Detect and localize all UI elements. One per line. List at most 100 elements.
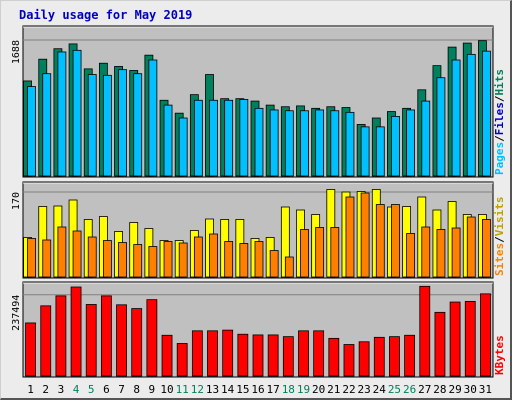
bar-files-day-24 <box>375 126 385 177</box>
bar-files-day-29 <box>451 59 461 177</box>
bar-kbytes-day-30 <box>464 300 476 377</box>
bar-sites-day-18 <box>284 256 294 278</box>
x-tick-label-day-14: 14 <box>221 383 235 396</box>
bar-kbytes-day-26 <box>404 334 416 377</box>
x-tick-label-day-30: 30 <box>464 383 477 396</box>
bar-files-day-4 <box>72 49 82 177</box>
x-tick-label-day-6: 6 <box>103 383 110 396</box>
bar-files-day-14 <box>224 99 234 177</box>
bar-kbytes-day-22 <box>343 344 355 377</box>
bar-sites-day-23 <box>360 192 370 278</box>
bar-kbytes-day-14 <box>222 329 234 377</box>
bar-kbytes-day-6 <box>100 295 112 377</box>
x-tick-label-day-24: 24 <box>373 383 387 396</box>
bar-kbytes-day-29 <box>449 301 461 377</box>
bar-files-day-28 <box>436 77 446 177</box>
x-tick-label-day-10: 10 <box>160 383 173 396</box>
bar-kbytes-day-11 <box>176 343 188 377</box>
bar-files-day-11 <box>178 117 188 177</box>
bar-files-day-26 <box>406 109 416 177</box>
bar-kbytes-day-4 <box>70 286 82 377</box>
x-tick-label-day-2: 2 <box>42 383 49 396</box>
x-tick-label-day-7: 7 <box>118 383 125 396</box>
bar-sites-day-5 <box>87 236 97 278</box>
bar-sites-day-22 <box>345 196 355 278</box>
bar-files-day-9 <box>148 59 158 177</box>
bar-files-day-6 <box>102 74 112 177</box>
bar-kbytes-day-16 <box>252 334 264 377</box>
bar-kbytes-day-23 <box>358 341 370 377</box>
x-tick-label-day-20: 20 <box>312 383 325 396</box>
bar-sites-day-11 <box>178 242 188 278</box>
bar-sites-day-1 <box>27 238 36 278</box>
bar-files-day-20 <box>315 109 325 177</box>
bar-sites-day-8 <box>133 244 143 278</box>
x-tick-label-day-12: 12 <box>191 383 204 396</box>
panel-3-legend: KBytes <box>493 335 506 375</box>
bar-kbytes-day-3 <box>55 295 67 377</box>
x-tick-label-day-16: 16 <box>251 383 264 396</box>
bar-sites-day-16 <box>254 241 264 278</box>
panel-1-legend: Pages/Files/Hits <box>493 69 506 175</box>
x-tick-label-day-29: 29 <box>448 383 461 396</box>
bar-sites-day-31 <box>482 219 491 278</box>
x-tick-label-day-13: 13 <box>206 383 219 396</box>
bar-files-day-18 <box>284 110 294 177</box>
bar-sites-day-20 <box>315 227 325 278</box>
bar-kbytes-day-17 <box>267 334 279 377</box>
bar-files-day-23 <box>360 126 370 177</box>
bar-kbytes-day-1 <box>25 322 36 377</box>
bar-sites-day-12 <box>193 236 203 278</box>
bar-files-day-1 <box>27 86 36 177</box>
x-tick-label-day-28: 28 <box>433 383 446 396</box>
x-tick-label-day-31: 31 <box>479 383 492 396</box>
bar-files-day-22 <box>345 111 355 177</box>
bar-kbytes-day-19 <box>298 330 309 377</box>
x-tick-label-day-26: 26 <box>403 383 416 396</box>
panel-3-y-max-label: 237494 <box>11 295 22 331</box>
bar-kbytes-day-9 <box>146 299 158 377</box>
bar-files-day-30 <box>466 53 476 177</box>
panel-1-y-max-label: 1688 <box>11 40 22 64</box>
bar-kbytes-day-10 <box>161 334 173 377</box>
bar-sites-day-27 <box>421 226 431 278</box>
bar-sites-day-25 <box>391 204 400 278</box>
x-tick-label-day-8: 8 <box>133 383 140 396</box>
x-tick-label-day-17: 17 <box>267 383 280 396</box>
bar-files-day-12 <box>193 99 203 177</box>
bar-kbytes-day-27 <box>419 285 431 377</box>
x-tick-label-day-23: 23 <box>358 383 371 396</box>
bar-files-day-3 <box>57 51 67 177</box>
bar-sites-day-29 <box>451 227 461 278</box>
bar-sites-day-7 <box>118 242 127 278</box>
bar-kbytes-day-15 <box>237 333 249 377</box>
bar-kbytes-day-12 <box>191 330 203 377</box>
x-tick-label-day-9: 9 <box>149 383 156 396</box>
bar-sites-day-28 <box>436 229 446 278</box>
bar-sites-day-21 <box>330 227 340 278</box>
x-tick-label-day-19: 19 <box>297 383 310 396</box>
bar-kbytes-day-20 <box>313 330 325 377</box>
bar-kbytes-day-5 <box>85 304 97 377</box>
bar-sites-day-10 <box>163 241 173 278</box>
bar-sites-day-17 <box>269 250 279 278</box>
x-tick-label-day-1: 1 <box>27 383 34 396</box>
bar-sites-day-6 <box>102 240 112 278</box>
bar-kbytes-day-7 <box>116 304 127 377</box>
bar-sites-day-3 <box>57 226 67 278</box>
panel-2-y-max-label: 170 <box>11 192 22 210</box>
bar-files-day-17 <box>269 109 279 177</box>
bar-files-day-2 <box>42 73 52 177</box>
bar-sites-day-30 <box>466 216 476 278</box>
bar-files-day-19 <box>300 110 309 177</box>
x-tick-label-day-22: 22 <box>342 383 355 396</box>
x-tick-label-day-11: 11 <box>176 383 189 396</box>
bar-kbytes-day-24 <box>373 336 385 377</box>
bar-files-day-7 <box>118 69 127 177</box>
x-tick-label-day-15: 15 <box>236 383 249 396</box>
bar-kbytes-day-28 <box>434 311 446 377</box>
bar-kbytes-day-25 <box>389 336 400 377</box>
bar-kbytes-day-18 <box>282 336 294 377</box>
bar-sites-day-26 <box>406 233 416 278</box>
x-tick-label-day-25: 25 <box>388 383 401 396</box>
